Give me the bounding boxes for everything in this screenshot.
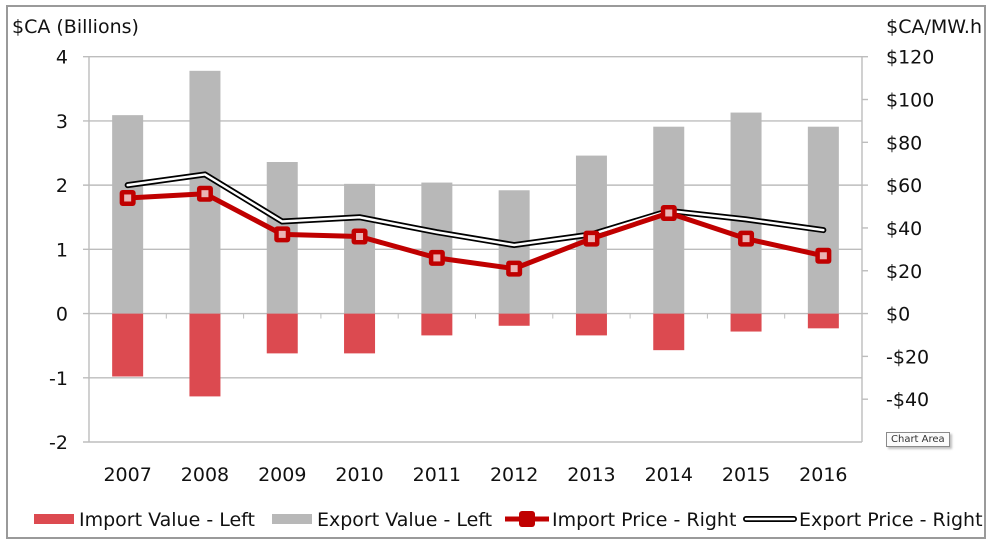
x-tick-label: 2015	[722, 464, 770, 486]
bar	[266, 313, 298, 354]
bar	[344, 183, 376, 314]
bar	[807, 313, 839, 329]
bar	[189, 313, 221, 397]
legend-marker-import-price	[519, 511, 535, 527]
right-tick-label: -$20	[886, 346, 929, 368]
import-price-marker-center	[819, 252, 827, 260]
bar	[730, 112, 762, 314]
x-tick-label: 2012	[490, 464, 538, 486]
bar	[112, 115, 144, 314]
legend-swatch-export-value	[272, 514, 312, 524]
right-tick-label: $20	[886, 261, 922, 283]
import-price-marker-center	[587, 235, 595, 243]
x-tick-label: 2013	[567, 464, 615, 486]
x-tick-label: 2014	[645, 464, 693, 486]
right-tick-label: $40	[886, 218, 922, 240]
bar	[807, 126, 839, 314]
x-tick-label: 2016	[799, 464, 847, 486]
import-price-marker-center	[278, 230, 286, 238]
bar	[421, 182, 453, 314]
import-price-marker-center	[124, 194, 132, 202]
legend-swatch-import-value	[34, 514, 74, 524]
import-price-line	[127, 191, 824, 272]
import-price-marker-center	[433, 254, 441, 262]
legend-item: Export Value - Left	[272, 509, 492, 531]
right-tick-label: $60	[886, 175, 922, 197]
import-price-marker-center	[510, 265, 518, 273]
left-tick-label: 3	[56, 111, 68, 133]
series-import-price	[119, 185, 832, 277]
legend-item: Import Value - Left	[34, 509, 255, 531]
right-axis-title: $CA/MW.h	[886, 16, 982, 38]
right-tick-label: -$40	[886, 389, 929, 411]
bar	[730, 313, 762, 332]
bar	[498, 313, 530, 326]
x-tick-label: 2009	[258, 464, 306, 486]
legend-label: Export Price - Right	[799, 509, 983, 531]
x-tick-label: 2007	[103, 464, 151, 486]
right-tick-label: $80	[886, 132, 922, 154]
bar	[112, 313, 144, 377]
legend-label: Export Value - Left	[317, 509, 492, 531]
left-tick-label: -1	[49, 368, 68, 390]
left-tick-label: 1	[56, 239, 68, 261]
legend-label: Import Value - Left	[79, 509, 255, 531]
import-price-marker-center	[356, 233, 364, 241]
left-tick-label: -2	[49, 432, 68, 454]
legend: Import Value - Left Export Value - Left Im…	[34, 509, 983, 531]
bar	[653, 313, 685, 351]
x-tick-label: 2010	[335, 464, 383, 486]
bar	[344, 313, 376, 354]
import-price-marker-center	[665, 209, 673, 217]
import-price-marker-center	[201, 190, 209, 198]
right-tick-label: $0	[886, 304, 910, 326]
left-tick-label: 2	[56, 175, 68, 197]
legend-label: Import Price - Right	[552, 509, 736, 531]
bar	[498, 190, 530, 314]
legend-item: Import Price - Right	[505, 509, 736, 531]
x-tick-label: 2008	[181, 464, 229, 486]
x-tick-label: 2011	[413, 464, 461, 486]
legend-item: Export Price - Right	[743, 509, 983, 531]
series-export-value-left	[112, 70, 839, 314]
right-tick-label: $100	[886, 90, 934, 112]
export-price-line	[126, 173, 825, 247]
import-price-marker-center	[742, 235, 750, 243]
bar	[575, 313, 607, 336]
bar	[421, 313, 453, 336]
left-tick-label: 0	[56, 304, 68, 326]
series-export-price	[124, 171, 827, 249]
chart-area-tooltip: Chart Area	[886, 432, 950, 447]
left-tick-label: 4	[56, 47, 68, 69]
left-axis-title: $CA (Billions)	[12, 16, 139, 38]
series-import-value-left	[112, 313, 839, 397]
right-tick-label: $120	[886, 47, 934, 69]
